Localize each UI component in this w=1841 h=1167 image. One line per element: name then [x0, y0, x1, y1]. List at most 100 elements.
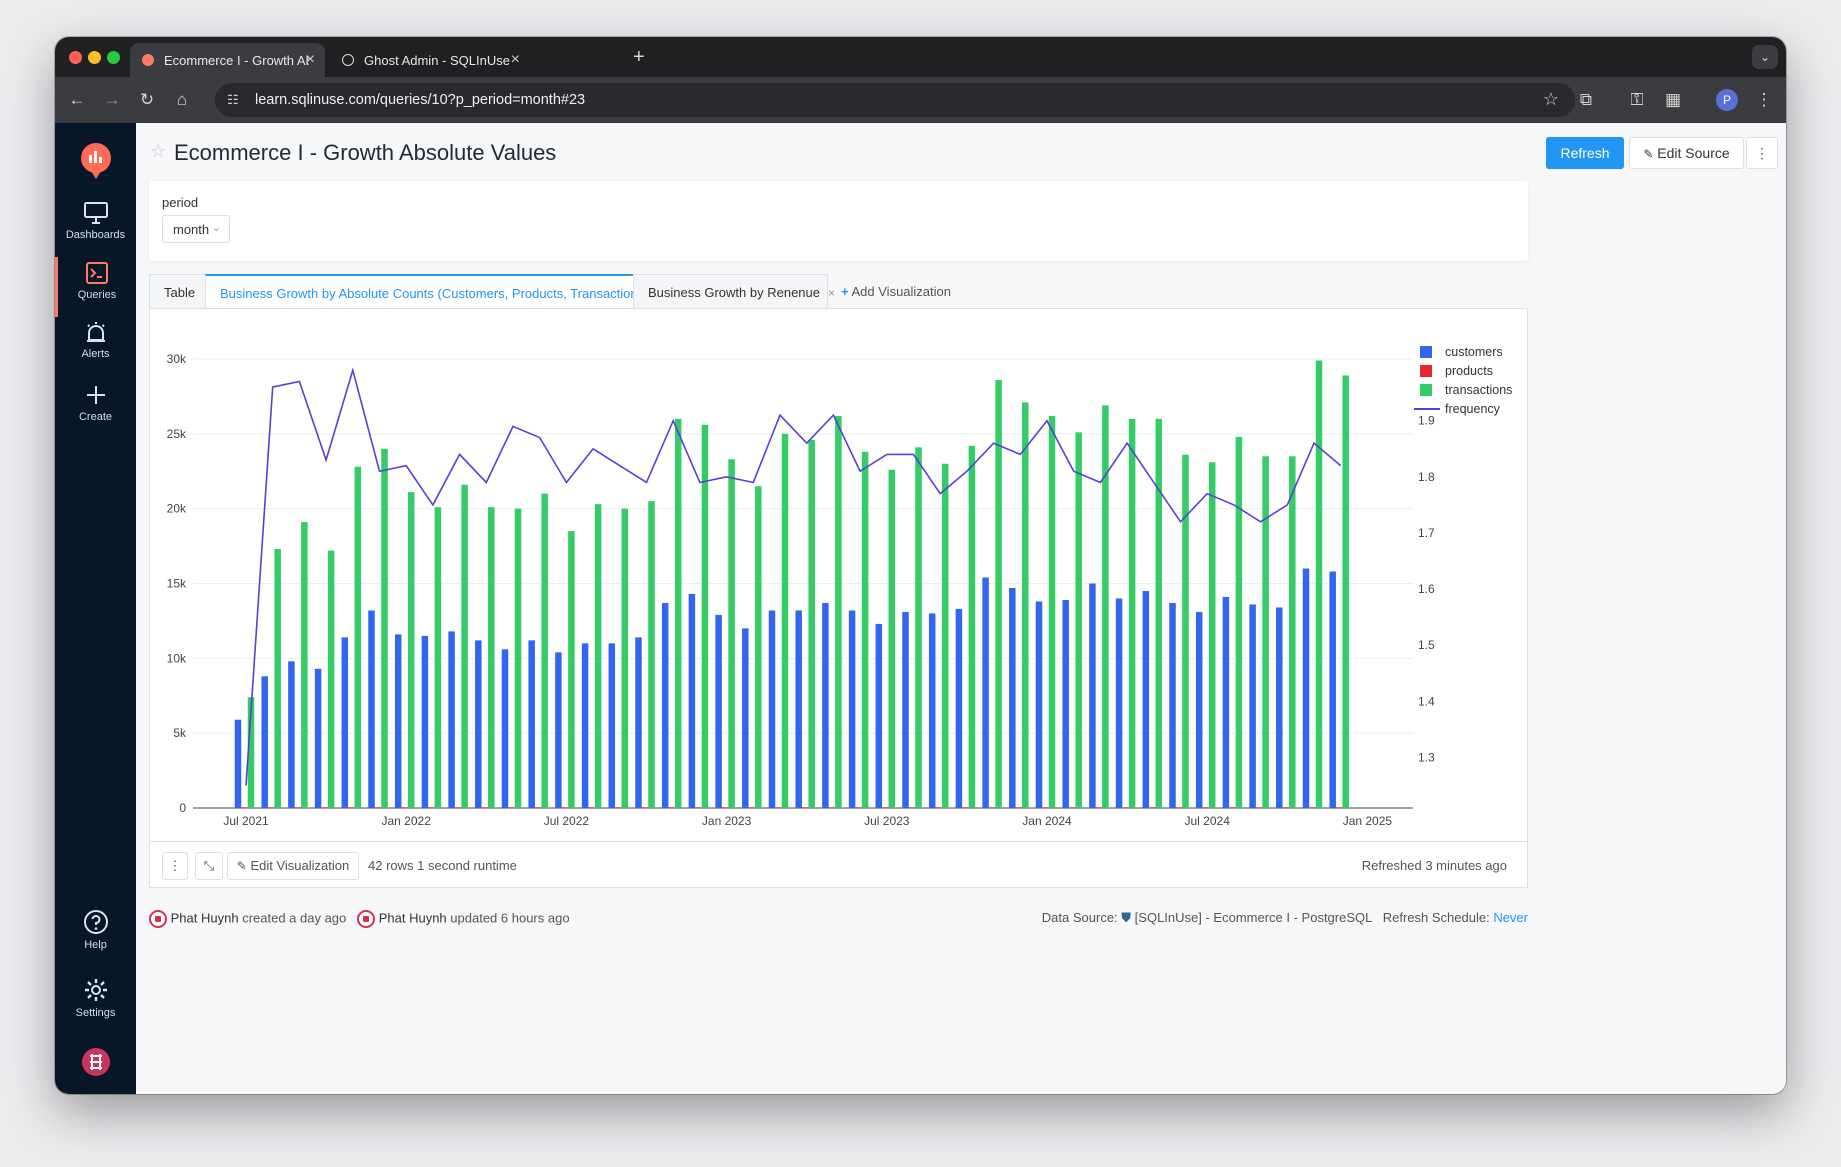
sidebar-item-create[interactable]: Create	[55, 383, 136, 443]
tab-close-icon[interactable]: ×	[305, 51, 315, 68]
tab-close-icon[interactable]: ×	[510, 51, 520, 68]
site-settings-icon[interactable]: ☷	[227, 92, 239, 107]
sidebar-item-dashboards[interactable]: Dashboards	[55, 201, 136, 261]
legend-entry: customers	[1445, 345, 1503, 359]
question-icon	[83, 910, 108, 934]
monitor-icon	[83, 202, 108, 224]
reload-icon[interactable]: ↻	[139, 90, 155, 109]
runtime: 1 second runtime	[417, 858, 517, 873]
transactions-bar	[968, 445, 976, 808]
sidebar-item-settings[interactable]: Settings	[55, 977, 136, 1037]
data-source-name[interactable]: [SQLInUse] - Ecommerce I - PostgreSQL	[1134, 910, 1372, 925]
forward-arrow-icon[interactable]: →	[103, 90, 121, 109]
transactions-bar	[461, 484, 468, 808]
edit-viz-label: Edit Visualization	[250, 858, 350, 873]
frequency-line	[245, 367, 1342, 786]
period-select[interactable]: month ⌄	[162, 215, 230, 243]
address-bar[interactable]: ☷ learn.sqlinuse.com/queries/10?p_period…	[215, 83, 1575, 117]
close-window-button[interactable]	[69, 51, 82, 64]
customers-bar	[982, 577, 989, 808]
sidebar: Dashboards Queries Alerts	[55, 123, 136, 1094]
sidebar-item-queries[interactable]: Queries	[55, 257, 136, 317]
close-tab-icon[interactable]: ×	[827, 286, 835, 300]
transactions-bar	[407, 492, 415, 808]
browser-tab-inactive[interactable]: Ghost Admin - SQLInUse ×	[330, 43, 530, 77]
more-options-button[interactable]: ⋮	[1746, 137, 1778, 169]
transactions-bar	[1182, 454, 1189, 808]
tab-growth-revenue[interactable]: Business Growth by Renenue ×	[633, 274, 835, 309]
refresh-button[interactable]: Refresh	[1546, 137, 1624, 169]
customers-bar	[1009, 587, 1016, 808]
customers-bar	[1089, 583, 1096, 808]
refresh-schedule-link[interactable]: Never	[1493, 910, 1528, 925]
profile-avatar[interactable]: P	[1716, 89, 1738, 111]
edit-source-button[interactable]: ✎ Edit Source	[1629, 137, 1744, 169]
customers-bar	[581, 643, 589, 808]
password-key-icon[interactable]: ⚿	[1630, 90, 1644, 109]
products-bar	[1175, 807, 1183, 809]
sidebar-item-label: Help	[84, 939, 107, 951]
transactions-bar	[1048, 415, 1056, 808]
x-tick-label: Jan 2023	[702, 814, 752, 828]
viz-menu-button[interactable]: ⋮	[162, 852, 188, 880]
user-avatar	[357, 910, 376, 928]
products-bar	[374, 807, 382, 809]
products-bar	[428, 807, 435, 809]
back-arrow-icon[interactable]: ←	[68, 90, 86, 109]
products-bar	[1015, 807, 1023, 809]
transactions-bar	[1022, 402, 1029, 808]
tab-search-chevron-icon[interactable]: ⌄	[1752, 45, 1778, 69]
transactions-bar	[1155, 418, 1163, 808]
growth-chart: 0 5k 10k 15k 20k 25k 30k 1.3 1.4 1.5 1.6 1.7 1.8 1.9 J…	[167, 345, 1513, 828]
tab-growth-counts[interactable]: Business Growth by Absolute Counts (Cust…	[205, 274, 663, 309]
redash-logo-icon[interactable]	[79, 143, 113, 184]
products-bar	[241, 807, 248, 809]
updater-name: Phat Huynh	[378, 910, 447, 926]
transactions-bar	[621, 508, 629, 808]
customers-bar	[341, 637, 349, 808]
sidebar-item-alerts[interactable]: Alerts	[55, 320, 136, 380]
products-bar	[775, 807, 782, 809]
customers-bar	[875, 623, 883, 808]
x-tick-label: Jan 2024	[1022, 814, 1072, 828]
bookmark-star-icon[interactable]: ☆	[1542, 89, 1559, 109]
url-text[interactable]: learn.sqlinuse.com/queries/10?p_period=m…	[255, 92, 586, 108]
fullscreen-icon[interactable]: ⤡	[195, 852, 223, 880]
y2-tick-label: 1.7	[1418, 526, 1435, 540]
customers-bar	[261, 676, 268, 808]
y-tick-label: 10k	[167, 651, 187, 665]
minimize-window-button[interactable]	[88, 51, 101, 64]
customers-bar	[1169, 602, 1176, 808]
zoom-window-button[interactable]	[107, 51, 120, 64]
qr-code-icon[interactable]: ▦	[1664, 90, 1682, 109]
customers-bar	[1115, 598, 1123, 808]
chart-panel: 0 5k 10k 15k 20k 25k 30k 1.3 1.4 1.5 1.6 1.7 1.8 1.9 J…	[149, 308, 1528, 842]
products-bar	[1229, 807, 1236, 809]
products-bar	[1122, 807, 1129, 809]
transactions-bar	[808, 439, 815, 808]
edit-icon: ✎	[236, 859, 247, 873]
browser-menu-icon[interactable]: ⋮	[1755, 90, 1773, 109]
add-visualization-button[interactable]: + Add Visualization	[827, 274, 965, 309]
param-label: period	[162, 195, 199, 210]
edit-visualization-button[interactable]: ✎ Edit Visualization	[227, 852, 359, 880]
transactions-bar	[247, 697, 255, 808]
favorite-star-icon[interactable]: ☆	[150, 141, 167, 161]
transactions-bar	[1262, 456, 1269, 808]
x-tick-label: Jul 2022	[544, 814, 590, 828]
globe-icon	[342, 54, 354, 66]
new-tab-icon[interactable]: +	[633, 46, 645, 68]
user-avatar[interactable]	[82, 1048, 110, 1076]
browser-tab-active[interactable]: Ecommerce I - Growth Absolu ×	[130, 43, 325, 77]
parameters-panel: period month ⌄	[149, 181, 1528, 261]
y-tick-label: 25k	[167, 427, 187, 441]
sidebar-item-help[interactable]: Help	[55, 909, 136, 969]
customers-bar	[955, 608, 963, 808]
extensions-icon[interactable]: ⧉	[1579, 90, 1593, 109]
customers-bar	[394, 634, 402, 808]
products-bar	[1282, 807, 1290, 809]
transactions-bar	[1342, 375, 1349, 808]
sidebar-item-label: Create	[78, 411, 113, 423]
tab-table[interactable]: Table	[149, 274, 206, 309]
home-icon[interactable]: ⌂	[176, 90, 188, 109]
